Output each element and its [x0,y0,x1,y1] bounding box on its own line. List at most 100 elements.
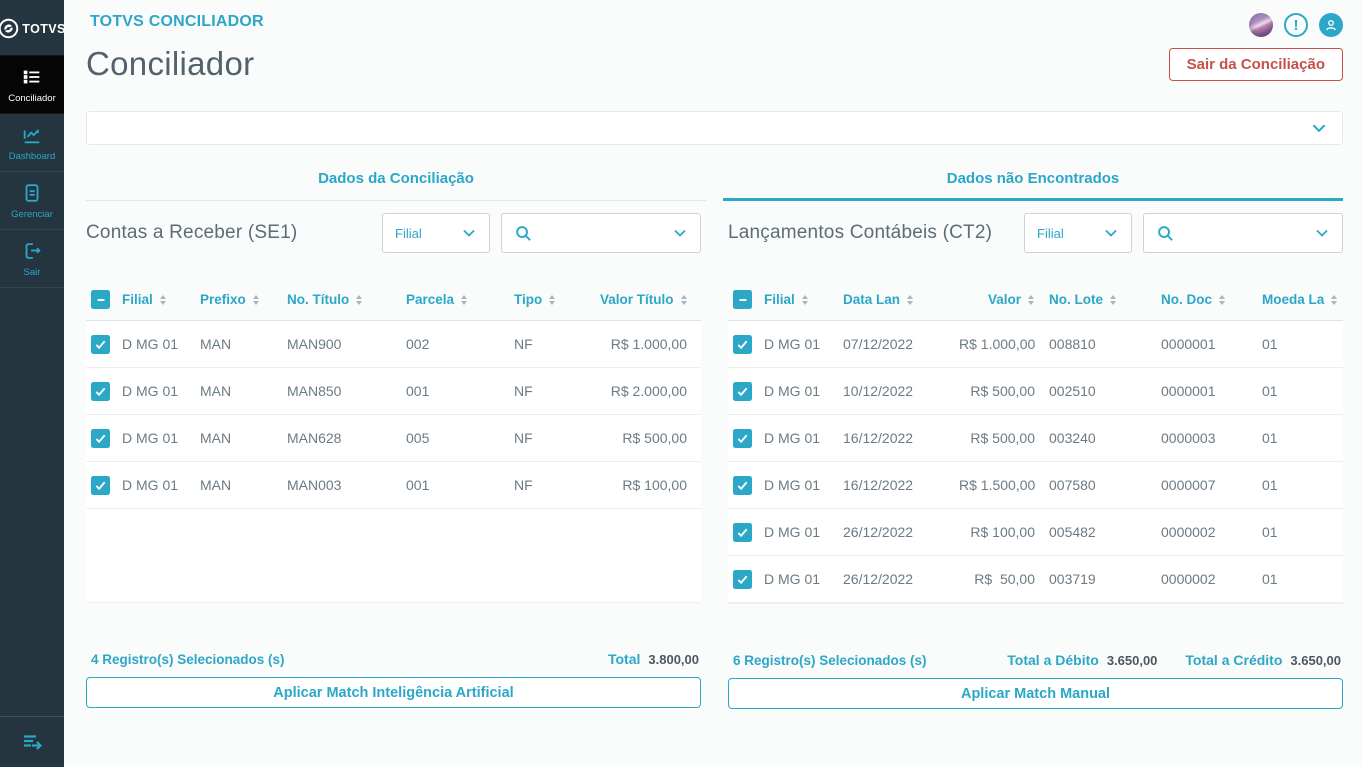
table-cell: 005 [406,430,514,446]
table-cell: 0000002 [1161,571,1262,587]
top-bar: TOTVS CONCILIADOR ! [86,0,1343,37]
table-cell: D MG 01 [122,336,200,352]
sort-icon[interactable] [906,294,914,306]
totvs-logo-icon [0,18,19,39]
main-content: TOTVS CONCILIADOR ! Conciliador Sair da … [64,0,1363,767]
checkbox-check-icon [736,573,749,586]
table-cell: NF [514,383,600,399]
user-profile-icon[interactable] [1319,13,1343,37]
filters-collapse-panel[interactable] [86,111,1343,145]
table-row[interactable]: D MG 0126/12/2022R$ 100,0000548200000020… [728,509,1343,556]
column-header[interactable]: No. Doc [1161,292,1262,307]
list-icon [20,66,44,88]
sidebar-item-gerenciar[interactable]: Gerenciar [0,172,64,230]
sort-icon[interactable] [680,294,688,306]
sort-icon[interactable] [1218,294,1226,306]
row-checkbox[interactable] [733,570,752,589]
table-cell: 16/12/2022 [843,430,959,446]
sort-icon[interactable] [460,294,468,306]
right-filial-select[interactable]: Filial [1024,213,1132,253]
chevron-down-icon [1103,225,1119,241]
sort-icon[interactable] [1027,294,1035,306]
table-header-row: FilialData LanValorNo. LoteNo. DocMoeda … [728,279,1343,321]
table-cell: R$ 1.000,00 [959,336,1049,352]
sort-icon[interactable] [159,294,167,306]
sort-icon[interactable] [252,294,260,306]
sort-icon[interactable] [1109,294,1117,306]
row-checkbox[interactable] [733,523,752,542]
left-filial-select[interactable]: Filial [382,213,490,253]
right-totals-row: 6 Registro(s) Selecionados (s) Total a D… [728,652,1343,668]
column-header[interactable]: Filial [122,292,200,307]
table-cell: 002 [406,336,514,352]
table-body: D MG 01MANMAN900002NFR$ 1.000,00D MG 01M… [86,321,701,603]
table-row[interactable]: D MG 01MANMAN850001NFR$ 2.000,00 [86,368,701,415]
notification-alert-icon[interactable]: ! [1284,13,1308,37]
tab-dados-da-conciliacao[interactable]: Dados da Conciliação [86,161,706,201]
apply-manual-match-button[interactable]: Aplicar Match Manual [728,678,1343,709]
table-row[interactable]: D MG 0116/12/2022R$ 500,0000324000000030… [728,415,1343,462]
table-row[interactable]: D MG 01MANMAN628005NFR$ 500,00 [86,415,701,462]
table-row[interactable]: D MG 01MANMAN900002NFR$ 1.000,00 [86,321,701,368]
table-cell: 07/12/2022 [843,336,959,352]
column-header[interactable]: Filial [764,292,843,307]
table-cell: 0000003 [1161,430,1262,446]
tab-dados-nao-encontrados[interactable]: Dados não Encontrados [723,161,1343,201]
table-row[interactable]: D MG 0107/12/2022R$ 1.000,00008810000000… [728,321,1343,368]
apply-ai-match-button[interactable]: Aplicar Match Inteligência Artificial [86,677,701,708]
search-icon [514,224,533,243]
table-row[interactable]: D MG 0110/12/2022R$ 500,0000251000000010… [728,368,1343,415]
row-checkbox[interactable] [91,476,110,495]
table-cell: MAN [200,336,287,352]
column-header[interactable]: Valor Título [600,292,702,307]
row-checkbox[interactable] [91,382,110,401]
select-all-checkbox[interactable] [91,290,110,309]
column-header[interactable]: No. Título [287,292,406,307]
column-header[interactable]: Valor [959,292,1049,307]
avatar[interactable] [1249,13,1273,37]
row-checkbox[interactable] [733,429,752,448]
column-header[interactable]: Moeda La [1262,292,1343,307]
expand-menu-button[interactable] [0,716,64,767]
row-checkbox[interactable] [733,382,752,401]
table-cell: NF [514,336,600,352]
sidebar-item-label: Gerenciar [11,209,53,220]
column-header[interactable]: Prefixo [200,292,287,307]
sort-icon[interactable] [548,294,556,306]
row-checkbox[interactable] [733,335,752,354]
table-cell: D MG 01 [122,430,200,446]
sort-icon[interactable] [355,294,363,306]
total-debit-value: 3.650,00 [1107,653,1158,668]
row-checkbox[interactable] [91,335,110,354]
column-header[interactable]: Data Lan [843,292,959,307]
row-checkbox[interactable] [733,476,752,495]
table-cell: 003719 [1049,571,1161,587]
sort-icon[interactable] [1330,294,1338,306]
select-all-checkbox[interactable] [733,290,752,309]
table-cell: D MG 01 [764,477,843,493]
exit-conciliation-button[interactable]: Sair da Conciliação [1169,48,1343,81]
checkbox-check-icon [94,479,107,492]
row-checkbox[interactable] [91,429,110,448]
sidebar-item-sair[interactable]: Sair [0,230,64,288]
sidebar-item-dashboard[interactable]: Dashboard [0,114,64,172]
chevron-down-icon [1314,225,1330,241]
sidebar-item-conciliador[interactable]: Conciliador [0,55,64,114]
table-cell: 002510 [1049,383,1161,399]
left-panel-title: Contas a Receber (SE1) [86,222,297,244]
table-cell: R$ 500,00 [959,383,1049,399]
column-header[interactable]: No. Lote [1049,292,1161,307]
column-header[interactable]: Tipo [514,292,600,307]
table-row[interactable]: D MG 01MANMAN003001NFR$ 100,00 [86,462,701,509]
document-icon [20,182,44,204]
table-row[interactable]: D MG 0126/12/2022R$ 50,00003719000000201 [728,556,1343,603]
left-search-combo[interactable] [501,213,701,253]
right-search-combo[interactable] [1143,213,1343,253]
table-cell: R$ 1.000,00 [600,336,701,352]
table-row[interactable]: D MG 0116/12/2022R$ 1.500,00007580000000… [728,462,1343,509]
table-header-row: FilialPrefixoNo. TítuloParcelaTipoValor … [86,279,701,321]
table-cell: 008810 [1049,336,1161,352]
sort-icon[interactable] [801,294,809,306]
table-cell: MAN850 [287,383,406,399]
column-header[interactable]: Parcela [406,292,514,307]
